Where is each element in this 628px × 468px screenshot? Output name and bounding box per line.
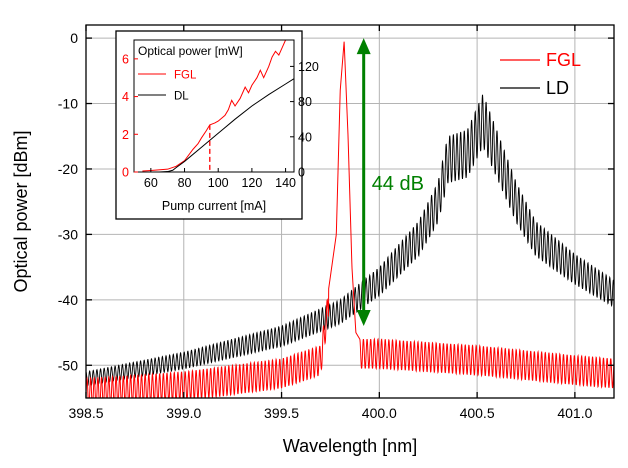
x-tick-label: 399.0 — [166, 405, 201, 421]
series-line-fgl — [86, 41, 614, 398]
inset-title: Optical power [mW] — [138, 44, 243, 58]
x-tick-label: 401.0 — [557, 405, 592, 421]
annotation-arrowhead-bottom — [356, 310, 371, 327]
x-tick-label: 400.5 — [460, 405, 495, 421]
inset-x-axis-label: Pump current [mA] — [162, 199, 266, 213]
inset-x-tick-label: 120 — [241, 176, 262, 190]
x-tick-label: 398.5 — [68, 405, 103, 421]
inset-right-tick-label: 120 — [298, 60, 319, 74]
x-tick-label: 399.5 — [264, 405, 299, 421]
inset-right-tick-label: 40 — [298, 130, 312, 144]
inset-x-tick-label: 140 — [275, 176, 296, 190]
y-tick-label: 0 — [70, 30, 78, 46]
main-series-group — [86, 41, 614, 398]
x-axis-label: Wavelength [nm] — [283, 436, 417, 456]
y-tick-label: -40 — [58, 292, 78, 308]
annotation-44db: 44 dB — [356, 38, 424, 327]
inset-right-tick-label: 80 — [298, 95, 312, 109]
y-tick-label: -10 — [58, 96, 78, 112]
legend-label-fgl: FGL — [546, 50, 581, 70]
inset-x-tick-label: 80 — [178, 176, 192, 190]
legend: FGL LD — [500, 50, 581, 98]
x-tick-label: 400.0 — [362, 405, 397, 421]
plot-frame — [85, 24, 615, 399]
series-line-ld — [86, 94, 614, 387]
inset-left-tick-label: 6 — [122, 52, 129, 66]
inset-x-tick-label: 100 — [208, 176, 229, 190]
annotation-label: 44 dB — [372, 173, 424, 195]
main-ticks: 398.5 399.0 399.5 400.0 400.5 401.0 0 -10 -20 -30… — [58, 25, 614, 421]
inset-legend-label-fgl: FGL — [174, 70, 197, 82]
inset-left-tick-label: 0 — [122, 166, 129, 180]
inset-plot-frame — [133, 39, 295, 173]
y-tick-label: -30 — [58, 226, 78, 242]
y-tick-label: -20 — [58, 161, 78, 177]
inset-series-line-fgl — [142, 39, 287, 172]
inset-x-tick-label: 60 — [144, 176, 158, 190]
y-tick-label: -50 — [58, 357, 78, 373]
inset-legend-label-dl: DL — [174, 91, 189, 103]
inset-background — [115, 30, 303, 220]
legend-label-ld: LD — [546, 78, 569, 98]
annotation-arrowhead-top — [356, 38, 371, 55]
y-axis-label: Optical power [dBm] — [11, 130, 31, 292]
inset-right-tick-label: 0 — [298, 166, 305, 180]
inset-left-tick-label: 2 — [122, 128, 129, 142]
inset-left-tick-label: 4 — [122, 90, 129, 104]
